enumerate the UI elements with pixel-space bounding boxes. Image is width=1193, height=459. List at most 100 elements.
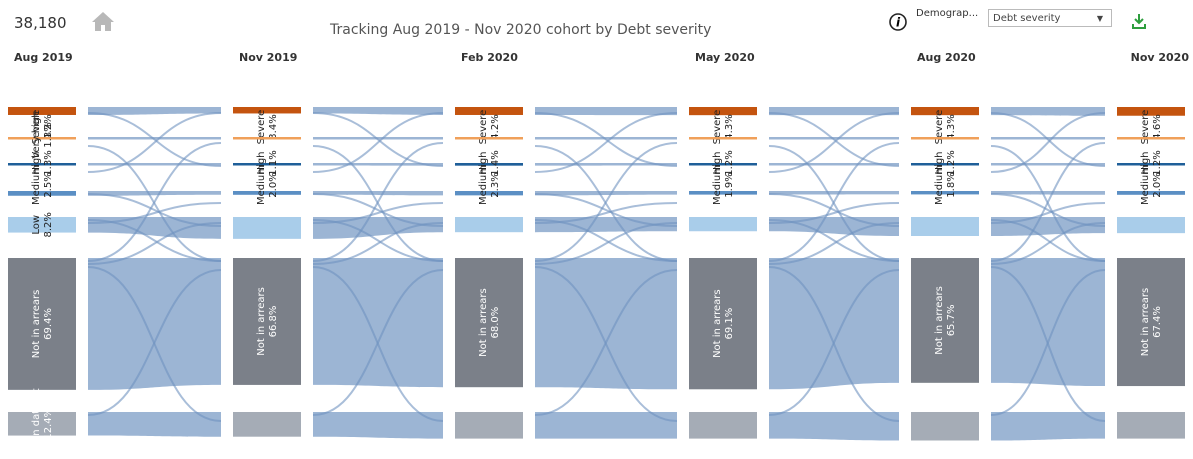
flow [313, 217, 443, 239]
flow [991, 217, 1105, 236]
node-name: Not in arrears [256, 287, 267, 356]
flow [88, 258, 221, 390]
flow [769, 258, 899, 390]
node [8, 258, 76, 390]
node [911, 107, 979, 116]
node-name: Medium [256, 165, 267, 205]
info-icon[interactable]: i [888, 12, 908, 32]
node [8, 163, 76, 166]
flow [88, 412, 221, 437]
node [689, 137, 757, 140]
node-name: Not in arrears [478, 288, 489, 357]
flow-strand [312, 269, 444, 416]
node-value: 1.3% [43, 122, 54, 147]
node-value: 4.2% [43, 114, 54, 139]
node-name: Not in arrears [934, 286, 945, 355]
node-value: 3.4% [268, 114, 279, 139]
node [233, 191, 301, 195]
node [233, 412, 301, 437]
flow-strand [534, 202, 678, 224]
node [1117, 163, 1185, 166]
node-name: Medium [31, 165, 42, 205]
flow [769, 412, 899, 441]
flow-strand [990, 202, 1106, 224]
flow [535, 107, 677, 116]
node-name: Medium [934, 165, 945, 205]
flow [313, 258, 443, 388]
node-name: Medium [712, 165, 723, 205]
node [689, 258, 757, 390]
node-value: 2.5% [43, 172, 54, 197]
flow [991, 107, 1105, 116]
flow-strand [312, 142, 444, 262]
column-date: May 2020 [695, 51, 755, 64]
column-date: Feb 2020 [461, 51, 518, 64]
column-date: Aug 2019 [14, 51, 73, 64]
flow-strand [990, 193, 1106, 227]
node-value: 1.2% [724, 150, 735, 175]
download-icon[interactable] [1131, 12, 1147, 30]
node-name: High [712, 152, 723, 175]
flow [88, 107, 221, 115]
node-value: 2.0% [268, 172, 279, 197]
node [689, 217, 757, 232]
flow [535, 137, 677, 140]
flow-strand [312, 112, 444, 167]
node-value: 4.3% [946, 114, 957, 139]
home-icon[interactable] [90, 10, 116, 32]
flow-strand [768, 112, 900, 167]
node-value: 66.8% [268, 306, 279, 338]
column-date: Nov 2020 [1131, 51, 1190, 64]
node [1117, 137, 1185, 140]
node-value: 4.6% [1152, 114, 1163, 139]
flow-strand [312, 202, 444, 224]
node [455, 137, 523, 140]
flow-strand [312, 193, 444, 227]
node-name: High [31, 152, 42, 175]
flow [535, 258, 677, 390]
filter-select[interactable]: Debt severity ▼ [988, 9, 1112, 27]
node [1117, 412, 1185, 439]
node [455, 412, 523, 439]
flow-strand [534, 112, 678, 173]
node [911, 258, 979, 383]
node [8, 137, 76, 140]
flow-strand [534, 269, 678, 416]
node [1117, 217, 1185, 234]
node-name: Severe [1140, 110, 1151, 145]
node-name: Severe [934, 110, 945, 145]
node-name: Medium [478, 165, 489, 205]
flow-strand [990, 112, 1106, 173]
flow-strand [87, 142, 222, 262]
flow [769, 107, 899, 116]
node [455, 107, 523, 115]
node [455, 217, 523, 233]
node-value: 67.4% [1152, 306, 1163, 338]
node-value: 8.2% [43, 212, 54, 237]
node-name: Not in arrears [1140, 288, 1151, 357]
flow [991, 412, 1105, 441]
node-value: 2.0% [1152, 172, 1163, 197]
flows [87, 107, 1106, 441]
node-name: Medium [1140, 165, 1151, 205]
filter-label: Demograp... [916, 8, 979, 19]
flow-strand [768, 269, 900, 416]
node [911, 217, 979, 236]
chart-title: Tracking Aug 2019 - Nov 2020 cohort by D… [330, 22, 712, 38]
filter-value: Debt severity [993, 13, 1061, 24]
node [8, 107, 76, 115]
node [1117, 258, 1185, 387]
node-name: Severe [712, 110, 723, 145]
flow-strand [534, 142, 678, 262]
column-date: Aug 2020 [917, 51, 976, 64]
node [911, 163, 979, 166]
node-name: Severe [478, 110, 489, 145]
node [455, 163, 523, 166]
node [911, 137, 979, 140]
node-value: 69.4% [43, 308, 54, 340]
node-name: Severe [256, 110, 267, 145]
node [233, 163, 301, 166]
flow-strand [87, 193, 222, 227]
flow [535, 412, 677, 439]
flow [769, 191, 899, 195]
